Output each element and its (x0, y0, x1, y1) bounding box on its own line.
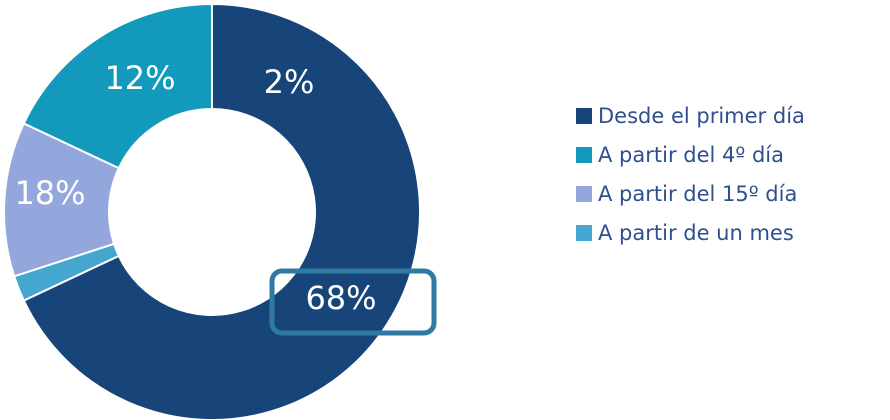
legend-item: Desde el primer día (576, 96, 805, 135)
legend-label: A partir del 4º día (598, 142, 784, 167)
legend-swatch (576, 185, 592, 202)
legend-item: A partir del 15º día (576, 174, 805, 213)
legend-swatch (576, 107, 592, 124)
data-label: 68% (305, 279, 376, 317)
data-labels: 68% 2% 12% 18% (14, 59, 376, 317)
data-label: 2% (264, 63, 315, 101)
legend-label: Desde el primer día (598, 103, 805, 128)
donut-slices (3, 2, 421, 420)
donut-slice (22, 2, 421, 420)
legend-label: A partir de un mes (598, 220, 794, 245)
donut-slice (22, 2, 213, 170)
data-label: 12% (104, 59, 175, 97)
legend-item: A partir del 4º día (576, 135, 805, 174)
legend-label: A partir del 15º día (598, 181, 798, 206)
legend-swatch (576, 224, 592, 241)
legend-item: A partir de un mes (576, 213, 805, 252)
highlight-box (269, 268, 437, 336)
legend: Desde el primer día A partir del 4º día … (576, 96, 805, 252)
data-label: 18% (14, 174, 85, 212)
legend-swatch (576, 146, 592, 163)
